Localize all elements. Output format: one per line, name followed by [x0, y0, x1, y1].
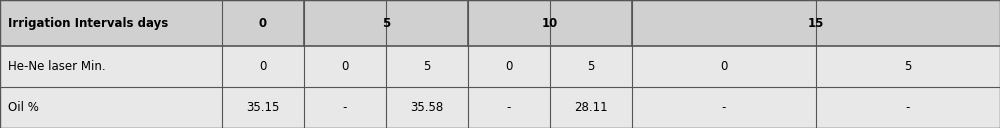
- Bar: [468, 0, 632, 46]
- Bar: [468, 46, 550, 87]
- Bar: [816, 46, 1000, 87]
- Bar: [304, 46, 386, 87]
- Text: 35.15: 35.15: [246, 101, 280, 114]
- Text: 5: 5: [587, 60, 595, 73]
- Text: He-Ne laser Min.: He-Ne laser Min.: [8, 60, 106, 73]
- Bar: [632, 87, 816, 128]
- Text: 0: 0: [505, 60, 513, 73]
- Text: -: -: [507, 101, 511, 114]
- Bar: [222, 46, 304, 87]
- Text: -: -: [343, 101, 347, 114]
- Text: 5: 5: [382, 17, 390, 30]
- Bar: [632, 46, 816, 87]
- Bar: [550, 87, 632, 128]
- Text: -: -: [722, 101, 726, 114]
- Bar: [386, 46, 468, 87]
- Text: 0: 0: [341, 60, 349, 73]
- Bar: [468, 87, 550, 128]
- Text: 35.58: 35.58: [410, 101, 444, 114]
- Bar: [550, 46, 632, 87]
- Bar: [304, 0, 468, 46]
- Bar: [386, 87, 468, 128]
- Text: 5: 5: [904, 60, 912, 73]
- Text: 0: 0: [259, 17, 267, 30]
- Bar: [816, 87, 1000, 128]
- Text: Irrigation Intervals days: Irrigation Intervals days: [8, 17, 168, 30]
- Text: 10: 10: [542, 17, 558, 30]
- Text: -: -: [906, 101, 910, 114]
- Text: 0: 0: [720, 60, 728, 73]
- Bar: [0, 46, 222, 87]
- Text: Oil %: Oil %: [8, 101, 39, 114]
- Bar: [304, 87, 386, 128]
- Text: 0: 0: [259, 60, 267, 73]
- Bar: [0, 87, 222, 128]
- Text: 28.11: 28.11: [574, 101, 608, 114]
- Bar: [222, 0, 304, 46]
- Bar: [632, 0, 1000, 46]
- Text: 15: 15: [808, 17, 824, 30]
- Bar: [222, 87, 304, 128]
- Bar: [0, 0, 222, 46]
- Text: 5: 5: [423, 60, 431, 73]
